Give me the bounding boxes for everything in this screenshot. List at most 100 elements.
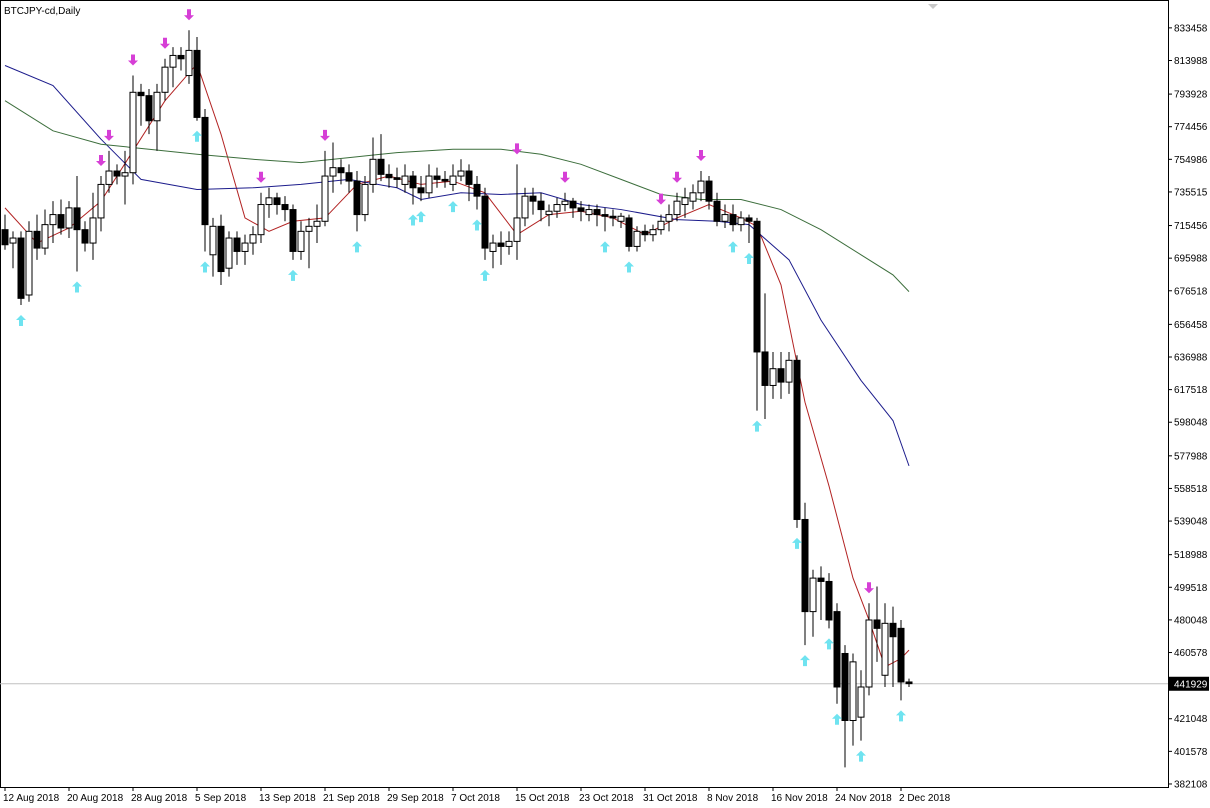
candle-body — [17, 237, 25, 299]
y-tick-label: 382108 — [1174, 779, 1208, 790]
candle-body — [217, 225, 225, 273]
y-tick-label: 656458 — [1174, 320, 1208, 331]
candle-body — [169, 54, 177, 68]
sell-signal-arrow — [256, 171, 266, 183]
candle-body — [121, 172, 129, 177]
candle-body — [97, 183, 105, 219]
x-tick-label: 2 Dec 2018 — [899, 793, 951, 804]
candle-body — [513, 217, 521, 242]
candle-body — [713, 200, 721, 222]
candle-body — [689, 192, 697, 202]
candle-body — [297, 230, 305, 252]
buy-signal-arrow — [824, 638, 834, 650]
buy-signal-arrow — [856, 750, 866, 762]
candle-body — [649, 229, 657, 236]
buy-signal-arrow — [16, 315, 26, 327]
candle-body — [825, 580, 833, 621]
candle-body — [409, 175, 417, 189]
buy-signal-arrow — [832, 713, 842, 725]
buy-signal-arrow — [744, 253, 754, 265]
candle-body — [817, 577, 825, 582]
y-tick-label: 774456 — [1174, 122, 1208, 133]
buy-signal-arrow — [792, 537, 802, 549]
candle-body — [401, 175, 409, 185]
sell-signal-arrow — [656, 193, 666, 205]
sell-signal-arrow — [696, 150, 706, 162]
sell-signal-arrow — [128, 54, 138, 66]
candle-body — [865, 619, 873, 688]
candle-body — [273, 197, 281, 206]
y-tick-label: 735515 — [1174, 187, 1208, 198]
candle-body — [417, 187, 425, 194]
candle-body — [425, 175, 433, 194]
x-tick-label: 8 Nov 2018 — [707, 793, 759, 804]
candle-body — [57, 214, 65, 229]
candle-body — [329, 167, 337, 177]
candle-body — [145, 95, 153, 122]
sell-signal-arrow — [672, 171, 682, 183]
candle-body — [193, 49, 201, 118]
candle-body — [81, 229, 89, 244]
candle-body — [185, 49, 193, 77]
moving-average — [4, 62, 910, 668]
buy-signal-arrow — [480, 269, 490, 281]
candle-body — [481, 195, 489, 249]
y-tick-label: 480048 — [1174, 615, 1208, 626]
y-tick-label: 598048 — [1174, 418, 1208, 429]
candle-body — [553, 204, 561, 212]
candle-body — [265, 197, 273, 206]
y-tick-label: 793928 — [1174, 90, 1208, 101]
x-tick-label: 24 Nov 2018 — [835, 793, 892, 804]
buy-signal-arrow — [416, 211, 426, 223]
candle-body — [833, 611, 841, 688]
buy-signal-arrow — [600, 241, 610, 253]
x-tick-label: 20 Aug 2018 — [67, 793, 124, 804]
candle-layer — [1, 30, 913, 768]
candle-body — [49, 214, 57, 226]
candle-body — [497, 242, 505, 247]
sell-signal-arrow — [96, 155, 106, 167]
candle-body — [177, 54, 185, 60]
y-tick-label: 577988 — [1174, 451, 1208, 462]
candle-body — [881, 622, 889, 676]
candle-body — [777, 368, 785, 383]
candle-body — [113, 170, 121, 177]
buy-signal-arrow — [896, 710, 906, 722]
y-tick-label: 676518 — [1174, 286, 1208, 297]
candle-body — [505, 240, 513, 247]
candle-body — [377, 158, 385, 175]
candle-body — [697, 180, 705, 194]
candle-body — [537, 200, 545, 211]
candle-body — [385, 173, 393, 179]
buy-signal-arrow — [800, 655, 810, 667]
candle-body — [721, 214, 729, 222]
y-tick-label: 401578 — [1174, 747, 1208, 758]
candle-body — [577, 207, 585, 212]
candle-body — [441, 178, 449, 182]
candle-body — [369, 158, 377, 185]
candle-body — [201, 116, 209, 226]
y-tick-label: 518988 — [1174, 550, 1208, 561]
candle-body — [89, 217, 97, 244]
y-tick-label: 499518 — [1174, 583, 1208, 594]
candle-body — [545, 210, 553, 216]
candle-body — [313, 220, 321, 227]
buy-signal-arrow — [352, 241, 362, 253]
current-price-box — [1168, 676, 1209, 691]
candle-body — [905, 681, 913, 685]
sell-signal-arrow — [864, 582, 874, 594]
buy-signal-arrow — [72, 281, 82, 293]
candle-body — [769, 368, 777, 386]
sell-signal-arrow — [512, 143, 522, 155]
candle-body — [353, 180, 361, 216]
candle-body — [209, 225, 217, 256]
candle-body — [433, 175, 441, 180]
candle-body — [809, 577, 817, 613]
candle-body — [729, 214, 737, 226]
candle-body — [153, 91, 161, 122]
candle-body — [41, 224, 49, 249]
candle-body — [841, 652, 849, 721]
candle-body — [753, 220, 761, 353]
buy-signal-arrow — [624, 261, 634, 273]
sell-signal-arrow — [160, 37, 170, 49]
